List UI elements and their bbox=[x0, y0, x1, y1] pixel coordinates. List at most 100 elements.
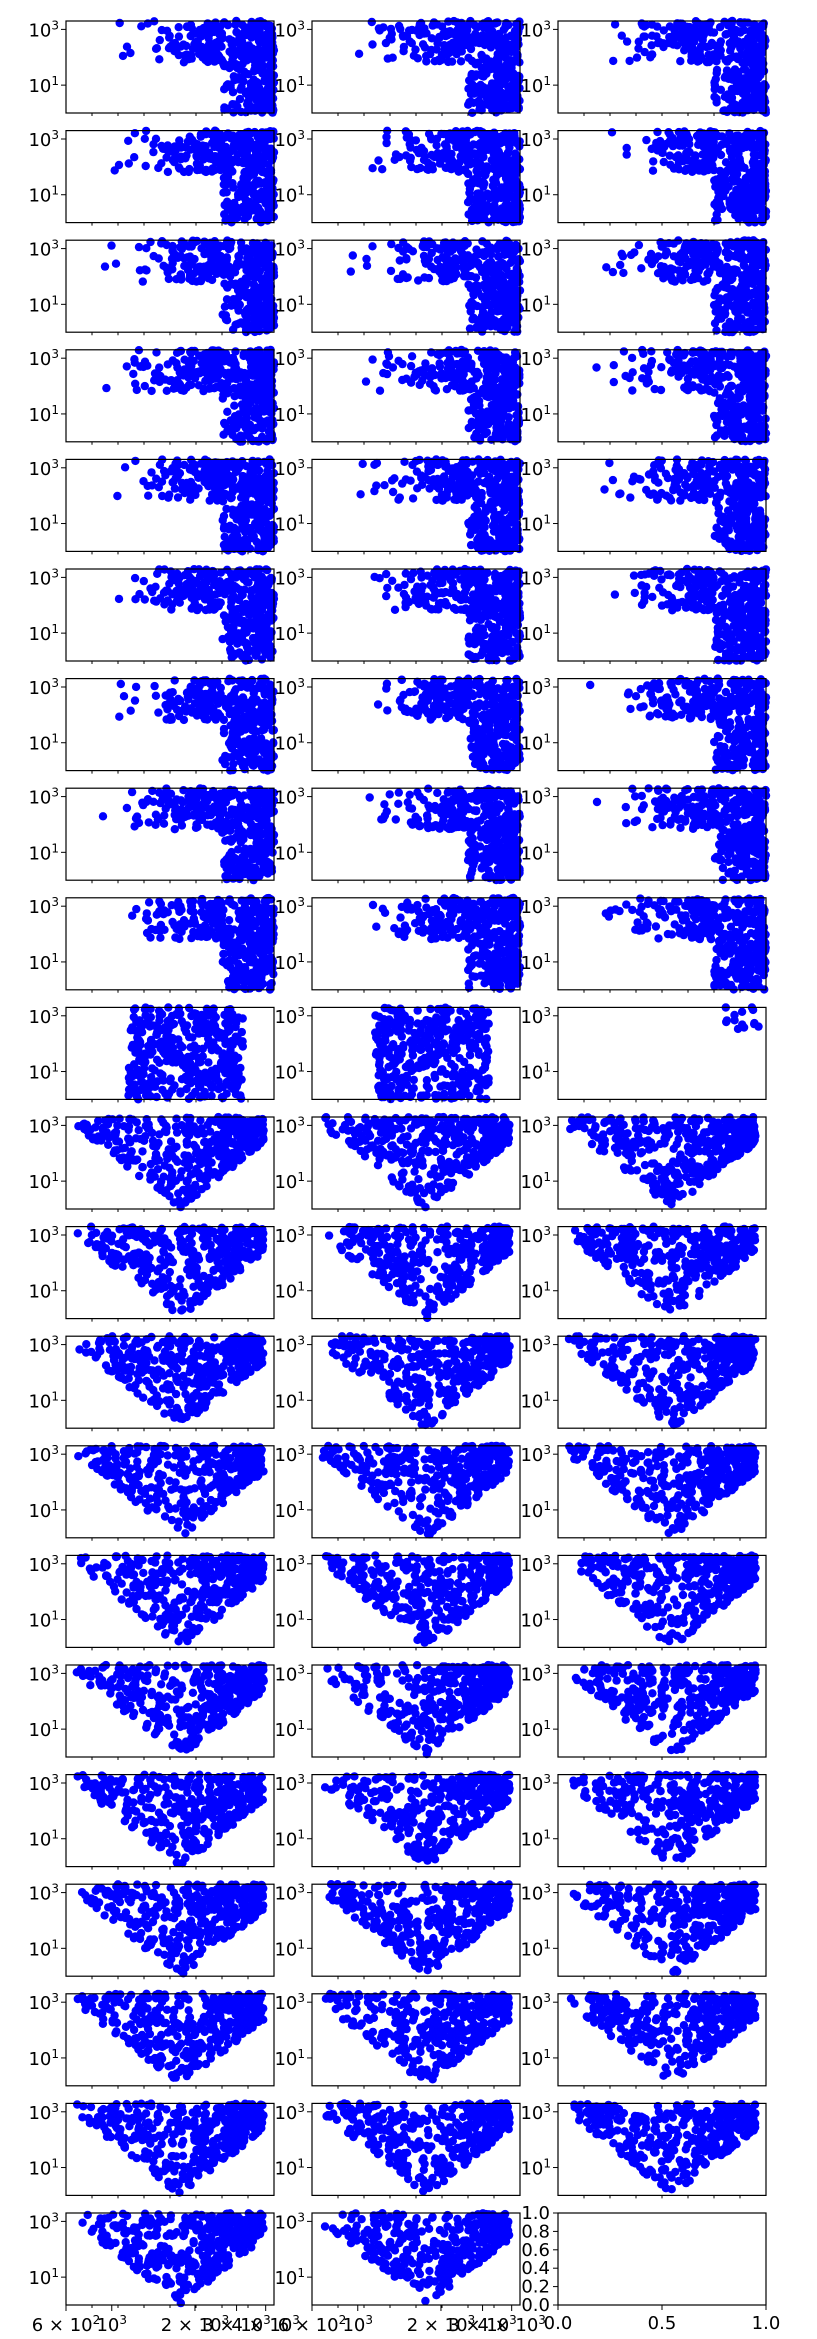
scatter-point bbox=[384, 352, 394, 361]
scatter-point bbox=[726, 426, 736, 435]
scatter-point bbox=[220, 103, 229, 112]
scatter-point bbox=[204, 34, 213, 43]
scatter-point bbox=[406, 361, 416, 371]
scatter-point bbox=[472, 22, 481, 31]
scatter-point bbox=[259, 152, 268, 161]
scatter-point bbox=[705, 267, 714, 276]
scatter-point bbox=[507, 172, 516, 181]
scatter-point bbox=[261, 130, 270, 139]
scatter-point bbox=[170, 158, 179, 167]
scatter-point bbox=[164, 274, 173, 284]
ytick-label: 101 bbox=[520, 403, 551, 426]
scatter-point bbox=[711, 347, 720, 356]
scatter-point bbox=[493, 414, 503, 424]
scatter-point bbox=[757, 44, 767, 54]
scatter-point bbox=[225, 62, 235, 71]
scatter-point bbox=[238, 283, 248, 292]
scatter-point bbox=[149, 140, 158, 149]
scatter-point bbox=[746, 202, 756, 212]
scatter-point bbox=[254, 141, 263, 150]
scatter-point bbox=[374, 156, 383, 165]
scatter-point bbox=[260, 308, 270, 317]
scatter-point bbox=[447, 259, 456, 268]
ytick-label: 101 bbox=[28, 403, 59, 426]
scatter-point bbox=[452, 27, 461, 37]
scatter-point bbox=[266, 21, 275, 31]
scatter-point bbox=[142, 266, 151, 275]
scatter-point bbox=[739, 74, 748, 83]
scatter-point bbox=[505, 86, 514, 96]
scatter-point bbox=[477, 312, 487, 321]
scatter-point bbox=[173, 43, 182, 53]
scatter-point bbox=[472, 151, 481, 161]
scatter-point bbox=[239, 132, 248, 141]
scatter-point bbox=[415, 23, 424, 32]
scatter-point bbox=[747, 210, 757, 219]
scatter-series bbox=[361, 345, 524, 446]
scatter-point bbox=[264, 92, 274, 101]
scatter-point bbox=[716, 398, 726, 407]
scatter-point bbox=[427, 367, 437, 376]
scatter-point bbox=[251, 56, 260, 65]
scatter-point bbox=[616, 260, 625, 270]
scatter-point bbox=[205, 148, 214, 157]
scatter-point bbox=[721, 360, 730, 369]
ytick-label: 101 bbox=[520, 184, 551, 207]
scatter-point bbox=[502, 136, 511, 146]
scatter-point bbox=[758, 360, 767, 369]
scatter-point bbox=[193, 367, 203, 377]
scatter-point bbox=[247, 358, 256, 367]
scatter-point bbox=[628, 386, 637, 395]
scatter-point bbox=[219, 368, 229, 378]
scatter-point bbox=[220, 418, 229, 428]
scatter-point bbox=[648, 166, 658, 175]
scatter-point bbox=[252, 346, 262, 356]
scatter-point bbox=[502, 195, 511, 205]
scatter-point bbox=[149, 147, 158, 157]
scatter-point bbox=[241, 213, 250, 222]
scatter-point bbox=[452, 359, 462, 369]
scatter-point bbox=[197, 359, 206, 368]
scatter-point bbox=[493, 18, 502, 27]
scatter-point bbox=[491, 175, 500, 184]
scatter-point bbox=[437, 50, 447, 60]
scatter-point bbox=[507, 202, 517, 211]
scatter-point bbox=[241, 198, 251, 208]
scatter-point bbox=[444, 57, 453, 67]
scatter-series bbox=[602, 236, 771, 337]
scatter-point bbox=[210, 44, 219, 53]
scatter-point bbox=[467, 71, 476, 80]
scatter-point bbox=[398, 359, 407, 369]
scatter-point bbox=[486, 278, 495, 288]
scatter-point bbox=[122, 42, 132, 51]
scatter-point bbox=[698, 250, 707, 260]
scatter-point bbox=[395, 256, 404, 265]
scatter-point bbox=[473, 432, 483, 442]
scatter-point bbox=[729, 408, 738, 417]
scatter-point bbox=[744, 193, 754, 203]
scatter-point bbox=[609, 56, 618, 66]
scatter-point bbox=[759, 291, 769, 300]
scatter-point bbox=[743, 265, 753, 275]
scatter-point bbox=[200, 237, 209, 246]
scatter-point bbox=[482, 295, 491, 304]
scatter-point bbox=[220, 175, 230, 184]
scatter-point bbox=[242, 266, 251, 275]
scatter-point bbox=[500, 188, 509, 198]
scatter-point bbox=[683, 380, 693, 389]
scatter-point bbox=[463, 147, 473, 157]
scatter-point bbox=[257, 51, 266, 61]
scatter-point bbox=[226, 81, 235, 90]
scatter-point bbox=[712, 57, 721, 66]
scatter-point bbox=[749, 432, 758, 442]
scatter-point bbox=[678, 269, 687, 278]
scatter-point bbox=[625, 373, 634, 383]
scatter-point bbox=[368, 40, 377, 49]
scatter-point bbox=[184, 167, 193, 177]
scatter-point bbox=[735, 361, 744, 370]
